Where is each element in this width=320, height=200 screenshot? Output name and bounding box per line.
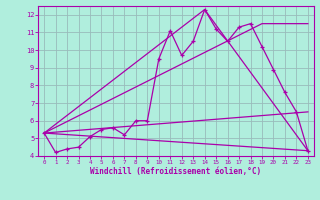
X-axis label: Windchill (Refroidissement éolien,°C): Windchill (Refroidissement éolien,°C) xyxy=(91,167,261,176)
